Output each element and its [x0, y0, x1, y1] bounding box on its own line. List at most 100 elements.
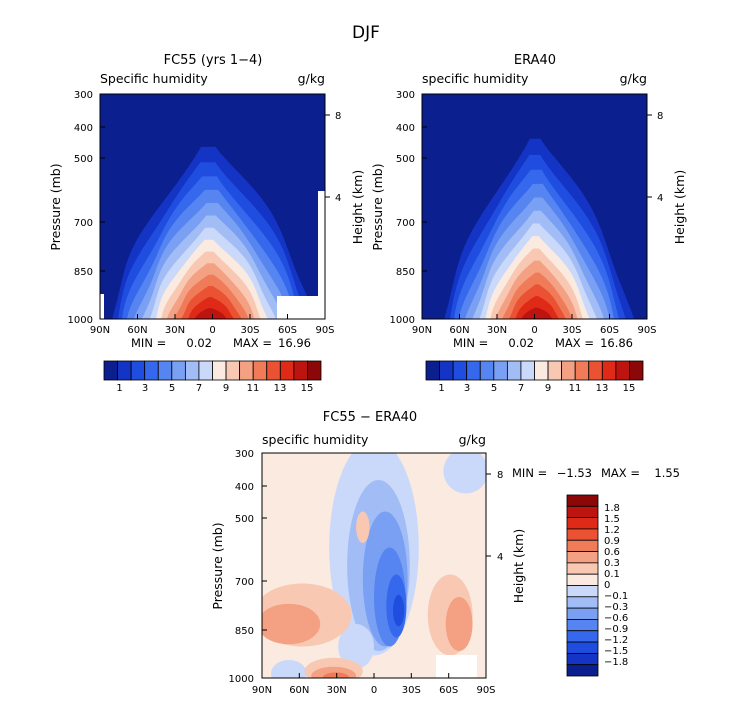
colorbar-label: 1.8	[604, 503, 620, 514]
panel-fc55-ytick: 850	[74, 267, 93, 278]
panel-difference-height-tick: 4	[497, 552, 503, 563]
colorbar-swatch	[566, 539, 599, 552]
colorbar-swatch	[212, 360, 227, 381]
panel-fc55-max-value: 16.96	[278, 336, 311, 350]
panel-fc55-colorbar-labels: 1 3 5 7 9 11 13 15	[116, 383, 313, 394]
colorbar-label: 11	[247, 383, 260, 394]
colorbar-swatch	[520, 360, 535, 381]
colorbar-swatch	[566, 641, 599, 654]
panel-fc55-units: g/kg	[298, 71, 325, 86]
panel-era40-xtick: 90N	[412, 325, 432, 336]
panel-era40-xtick: 60S	[600, 325, 619, 336]
colorbar-label: 7	[518, 383, 524, 394]
panel-era40-height-axis: 8 4 Height (km)	[647, 111, 687, 244]
contour-band	[199, 319, 222, 323]
panel-era40-title: ERA40	[514, 53, 556, 68]
colorbar-label: 9	[545, 383, 551, 394]
panel-era40-contours	[422, 94, 647, 319]
panel-fc55-height-axis: 8 4 Height (km)	[325, 111, 365, 244]
panel-fc55-colorbar	[103, 360, 322, 381]
panel-difference-xtick: 60S	[439, 685, 458, 696]
colorbar-swatch	[279, 360, 295, 381]
panel-fc55-ytick: 700	[74, 218, 93, 229]
panel-era40-xtick: 0	[531, 325, 537, 336]
panel-era40-max-label: MAX =	[555, 336, 594, 350]
contour-band	[521, 307, 553, 319]
panel-fc55-contours	[100, 94, 325, 323]
colorbar-label: −0.6	[604, 613, 628, 624]
colorbar-label: −1.5	[604, 646, 628, 657]
colorbar-swatch	[566, 528, 599, 541]
colorbar-swatch	[239, 360, 254, 381]
panel-difference-min-value: −1.53	[557, 466, 592, 480]
contour-band	[262, 603, 321, 645]
panel-difference-contours	[262, 453, 486, 678]
colorbar-swatch	[506, 360, 522, 381]
colorbar-label: −0.3	[604, 602, 628, 613]
colorbar-label: 9	[223, 383, 229, 394]
panel-fc55-missing-left	[100, 294, 104, 319]
colorbar-swatch	[103, 360, 118, 381]
panel-difference-missing-area	[436, 655, 477, 678]
panel-fc55-xtick: 60N	[127, 325, 147, 336]
colorbar-swatch	[566, 585, 599, 598]
colorbar-swatch	[144, 360, 159, 381]
panel-era40: ERA40 specific humidity g/kg 300 400 500…	[370, 53, 687, 394]
colorbar-label: 3	[464, 383, 470, 394]
contour-band	[356, 511, 370, 543]
contour-band	[194, 308, 227, 319]
colorbar-label: 0.9	[604, 536, 620, 547]
panel-difference-ytick: 400	[235, 482, 254, 493]
panel-difference: FC55 − ERA40 specific humidity g/kg 300 …	[210, 410, 680, 696]
panel-difference-xtick: 30S	[402, 685, 421, 696]
panel-fc55-missing-area	[277, 296, 325, 319]
panel-fc55-max-label: MAX =	[233, 336, 272, 350]
panel-fc55: FC55 (yrs 1−4) Specific humidity g/kg 30…	[48, 53, 365, 394]
panel-difference-height-axis: 8 4 Height (km)	[486, 470, 526, 603]
panel-era40-max-value: 16.86	[600, 336, 633, 350]
colorbar-swatch	[566, 652, 599, 666]
panel-fc55-ytick: 1000	[68, 315, 93, 326]
panel-era40-variable: specific humidity	[422, 71, 529, 86]
panel-difference-height-label: Height (km)	[511, 529, 526, 603]
panel-fc55-xtick: 90N	[90, 325, 110, 336]
colorbar-swatch	[266, 360, 281, 381]
colorbar-swatch	[615, 360, 630, 381]
panel-fc55-y-axis: 300 400 500 700 850 1000 Pressure (mb)	[48, 90, 105, 326]
panel-era40-ytick: 500	[396, 154, 415, 165]
colorbar-swatch	[117, 360, 132, 381]
colorbar-label: 7	[196, 383, 202, 394]
panel-difference-ylabel: Pressure (mb)	[210, 522, 225, 609]
colorbar-swatch	[198, 360, 213, 381]
panel-difference-xtick: 0	[371, 685, 377, 696]
colorbar-label: 1.5	[604, 514, 620, 525]
panel-fc55-xtick: 0	[209, 325, 215, 336]
panel-difference-colorbar-labels: 1.8 1.5 1.2 0.9 0.6 0.3 0.1 0 −0.1 −0.3 …	[604, 503, 628, 668]
panel-difference-xtick: 90S	[476, 685, 495, 696]
colorbar-swatch	[293, 360, 308, 381]
panel-fc55-xtick: 90S	[315, 325, 334, 336]
colorbar-swatch	[479, 360, 495, 381]
colorbar-swatch	[588, 360, 603, 381]
contour-band	[338, 624, 374, 669]
panel-era40-height-tick: 4	[657, 193, 663, 204]
contour-band	[445, 597, 473, 651]
colorbar-label: 13	[274, 383, 287, 394]
panel-fc55-min-label: MIN =	[131, 336, 166, 350]
panel-fc55-variable: Specific humidity	[100, 71, 208, 86]
colorbar-label: 0.1	[604, 569, 620, 580]
panel-era40-ylabel: Pressure (mb)	[370, 163, 385, 250]
panel-era40-height-label: Height (km)	[672, 170, 687, 244]
colorbar-swatch	[566, 562, 599, 575]
colorbar-label: −0.1	[604, 591, 628, 602]
panel-era40-ytick: 300	[396, 90, 415, 101]
panel-fc55-xtick: 30S	[240, 325, 259, 336]
panel-difference-xtick: 30N	[327, 685, 347, 696]
colorbar-label: 0.3	[604, 558, 620, 569]
colorbar-swatch	[566, 630, 599, 643]
colorbar-label: 5	[169, 383, 175, 394]
colorbar-label: 11	[569, 383, 582, 394]
colorbar-swatch	[566, 505, 599, 519]
panel-difference-min-label: MIN =	[512, 466, 547, 480]
panel-fc55-height-tick: 8	[335, 111, 341, 122]
